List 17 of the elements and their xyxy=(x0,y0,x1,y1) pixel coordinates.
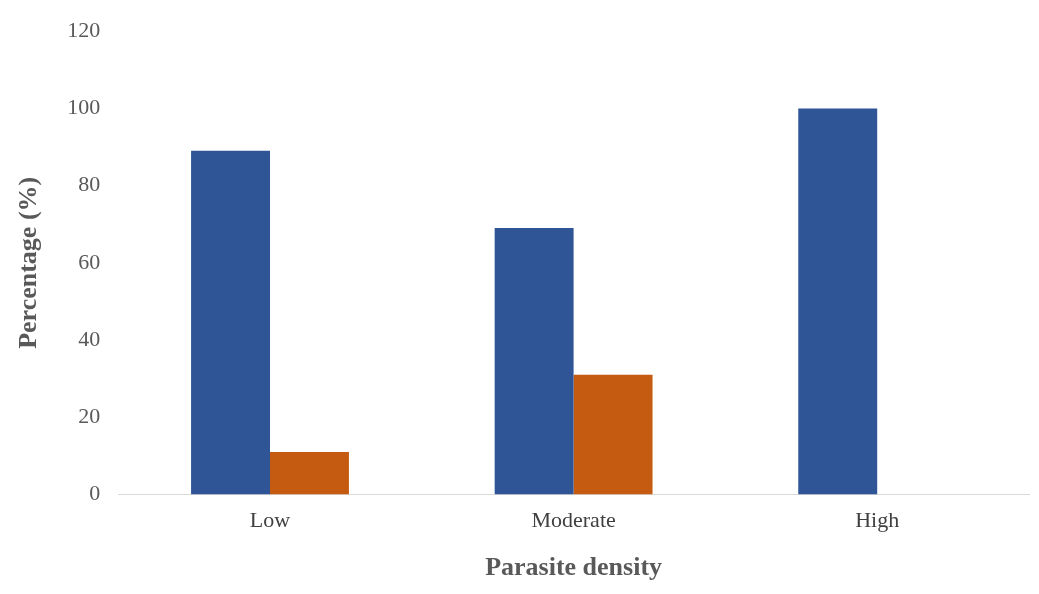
y-tick-label: 40 xyxy=(78,325,101,351)
y-tick-label: 100 xyxy=(67,94,101,120)
x-tick-label: High xyxy=(855,507,900,533)
y-tick-label: 120 xyxy=(67,16,101,42)
x-tick-label: Low xyxy=(249,507,291,533)
y-tick-label: 0 xyxy=(89,480,101,506)
y-tick-label: 80 xyxy=(78,171,101,197)
x-axis-title: Parasite density xyxy=(485,552,663,582)
x-tick-label: Moderate xyxy=(531,507,616,533)
y-tick-label: 20 xyxy=(78,402,101,428)
y-axis-title: Percentage (%) xyxy=(13,176,43,349)
y-tick-label: 60 xyxy=(78,248,101,274)
bar xyxy=(798,108,878,495)
bar xyxy=(494,228,574,495)
bar xyxy=(270,451,349,495)
bar xyxy=(573,374,653,495)
bar xyxy=(191,150,270,495)
